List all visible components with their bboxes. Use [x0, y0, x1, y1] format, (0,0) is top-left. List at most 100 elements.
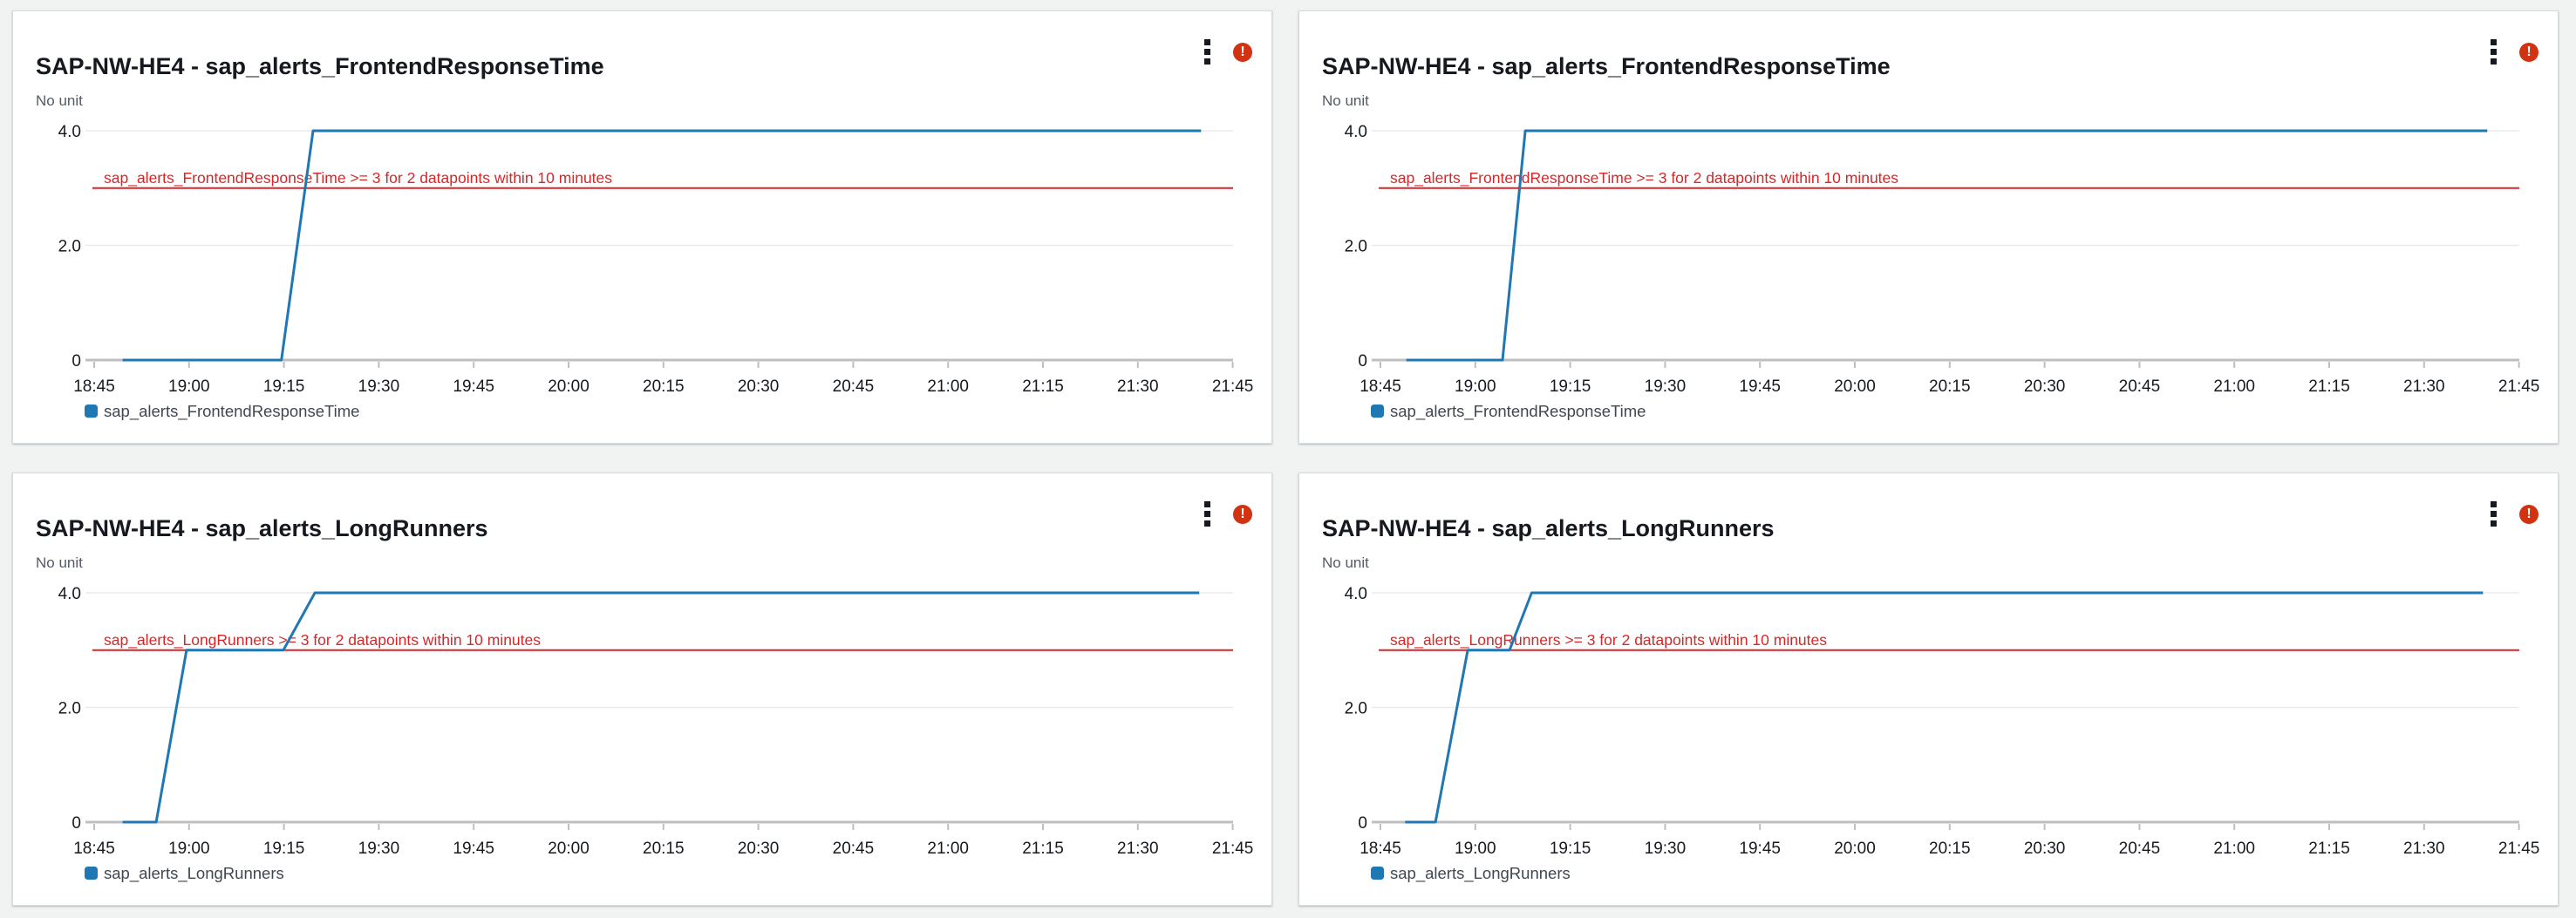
legend-marker: [85, 867, 98, 880]
x-tick-label: 19:45: [1739, 840, 1781, 858]
alarm-exclamation-icon: !: [1233, 42, 1252, 62]
kebab-menu-icon[interactable]: [1203, 500, 1212, 528]
legend-label: sap_alerts_FrontendResponseTime: [1390, 402, 1646, 421]
kebab-menu-icon[interactable]: [2489, 37, 2498, 66]
x-tick-label: 19:30: [358, 377, 400, 396]
x-tick-label: 20:30: [738, 840, 780, 858]
x-tick-label: 19:15: [263, 840, 305, 858]
x-tick-label: 21:00: [2213, 377, 2255, 396]
x-tick-label: 21:30: [2403, 840, 2445, 858]
unit-label: No unit: [36, 554, 83, 571]
x-tick-label: 18:45: [1360, 377, 1401, 396]
x-tick-label: 19:45: [1739, 377, 1781, 396]
x-tick-label: 19:00: [1455, 840, 1496, 858]
legend-item[interactable]: sap_alerts_FrontendResponseTime: [85, 402, 359, 421]
x-tick-label: 19:30: [1645, 377, 1687, 396]
chart-area[interactable]: No unit 4.0 2.0 0 18:45 19:00 19:15 19:30 19:45 2…: [13, 473, 1271, 905]
legend-label: sap_alerts_FrontendResponseTime: [104, 402, 359, 421]
legend-marker: [85, 405, 98, 418]
x-tick-label: 20:00: [548, 840, 589, 858]
x-tick-label: 20:00: [1834, 840, 1876, 858]
series-line: [122, 129, 1202, 362]
x-tick-label: 20:30: [738, 377, 780, 396]
alarm-exclamation-icon: !: [2519, 504, 2539, 524]
x-tick-label: 20:15: [643, 377, 685, 396]
x-tick-label: 21:00: [927, 840, 969, 858]
y-tick-label: 2.0: [1345, 700, 1367, 718]
alarm-widget-card: SAP-NW-HE4 - sap_alerts_LongRunners ! No…: [12, 473, 1272, 906]
x-tick-label: 21:15: [2308, 840, 2350, 858]
unit-label: No unit: [1322, 92, 1369, 109]
x-tick-label: 19:45: [453, 840, 494, 858]
y-tick-label: 4.0: [1345, 585, 1367, 603]
legend-label: sap_alerts_LongRunners: [1390, 864, 1571, 883]
x-tick-label: 21:00: [927, 377, 969, 396]
x-tick-label: 18:45: [73, 377, 115, 396]
x-tick-label: 20:45: [833, 377, 875, 396]
threshold-label: sap_alerts_FrontendResponseTime >= 3 for…: [1390, 169, 1898, 187]
widget-title: SAP-NW-HE4 - sap_alerts_FrontendResponse…: [36, 53, 604, 80]
x-tick-label: 20:45: [2119, 840, 2161, 858]
y-tick-label: 0: [72, 352, 81, 371]
x-tick-label: 20:15: [643, 840, 685, 858]
y-tick-label: 2.0: [1345, 238, 1367, 256]
x-tick-label: 21:15: [1022, 377, 1064, 396]
x-tick-label: 20:15: [1929, 840, 1971, 858]
unit-label: No unit: [1322, 554, 1369, 571]
y-tick-label: 4.0: [58, 123, 81, 141]
x-tick-label: 21:15: [2308, 377, 2350, 396]
x-tick-label: 21:30: [1117, 377, 1159, 396]
y-tick-label: 4.0: [58, 585, 81, 603]
x-tick-label: 20:00: [548, 377, 589, 396]
x-tick-label: 21:00: [2213, 840, 2255, 858]
y-tick-label: 4.0: [1345, 123, 1367, 141]
x-tick-label: 21:45: [2498, 377, 2540, 396]
chart-area[interactable]: No unit 4.0 2.0 0 18:45 19:00 19:15 19:30 19:45 2…: [1299, 11, 2558, 443]
chart-area[interactable]: No unit 4.0 2.0 0 18:45 19:00 19:15 19:30 19:45 2…: [1299, 473, 2558, 905]
series-line: [122, 591, 1200, 824]
x-tick-label: 20:30: [2024, 840, 2066, 858]
threshold-label: sap_alerts_FrontendResponseTime >= 3 for…: [104, 169, 612, 187]
legend-item[interactable]: sap_alerts_LongRunners: [85, 864, 284, 883]
x-tick-label: 20:00: [1834, 377, 1876, 396]
legend-item[interactable]: sap_alerts_LongRunners: [1371, 864, 1571, 883]
x-tick-label: 20:30: [2024, 377, 2066, 396]
x-tick-label: 19:15: [1550, 377, 1591, 396]
x-tick-label: 19:00: [1455, 377, 1496, 396]
y-tick-label: 0: [72, 814, 81, 833]
threshold-label: sap_alerts_LongRunners >= 3 for 2 datapo…: [104, 631, 541, 649]
x-tick-label: 21:45: [2498, 840, 2540, 858]
widget-title: SAP-NW-HE4 - sap_alerts_FrontendResponse…: [1322, 53, 1891, 80]
x-tick-label: 20:45: [2119, 377, 2161, 396]
x-tick-label: 18:45: [73, 840, 115, 858]
alarm-widget-card: SAP-NW-HE4 - sap_alerts_LongRunners ! No…: [1298, 473, 2559, 906]
alarm-exclamation-icon: !: [1233, 504, 1252, 524]
x-tick-label: 21:45: [1212, 377, 1254, 396]
y-tick-label: 2.0: [58, 700, 81, 718]
x-tick-label: 20:45: [833, 840, 875, 858]
legend-label: sap_alerts_LongRunners: [104, 864, 284, 883]
x-tick-label: 19:30: [1645, 840, 1687, 858]
y-tick-label: 2.0: [58, 238, 81, 256]
x-tick-label: 21:30: [1117, 840, 1159, 858]
series-line: [1406, 129, 2488, 362]
legend-marker: [1371, 867, 1384, 880]
widget-title: SAP-NW-HE4 - sap_alerts_LongRunners: [1322, 515, 1775, 542]
kebab-menu-icon[interactable]: [1203, 37, 1212, 66]
x-tick-label: 19:00: [168, 840, 210, 858]
x-tick-label: 21:15: [1022, 840, 1064, 858]
x-tick-label: 19:45: [453, 377, 494, 396]
kebab-menu-icon[interactable]: [2489, 500, 2498, 528]
y-tick-label: 0: [1358, 814, 1367, 833]
alarm-exclamation-icon: !: [2519, 42, 2539, 62]
chart-area[interactable]: No unit 4.0 2.0 0 18:45 19:00 19:15 19:30 19:45 2…: [13, 11, 1271, 443]
x-tick-label: 19:30: [358, 840, 400, 858]
legend-item[interactable]: sap_alerts_FrontendResponseTime: [1371, 402, 1646, 421]
legend-marker: [1371, 405, 1384, 418]
y-tick-label: 0: [1358, 352, 1367, 371]
widget-title: SAP-NW-HE4 - sap_alerts_LongRunners: [36, 515, 488, 542]
x-tick-label: 19:15: [1550, 840, 1591, 858]
widget-actions: !: [2489, 37, 2539, 66]
widget-actions: !: [1203, 500, 1252, 528]
